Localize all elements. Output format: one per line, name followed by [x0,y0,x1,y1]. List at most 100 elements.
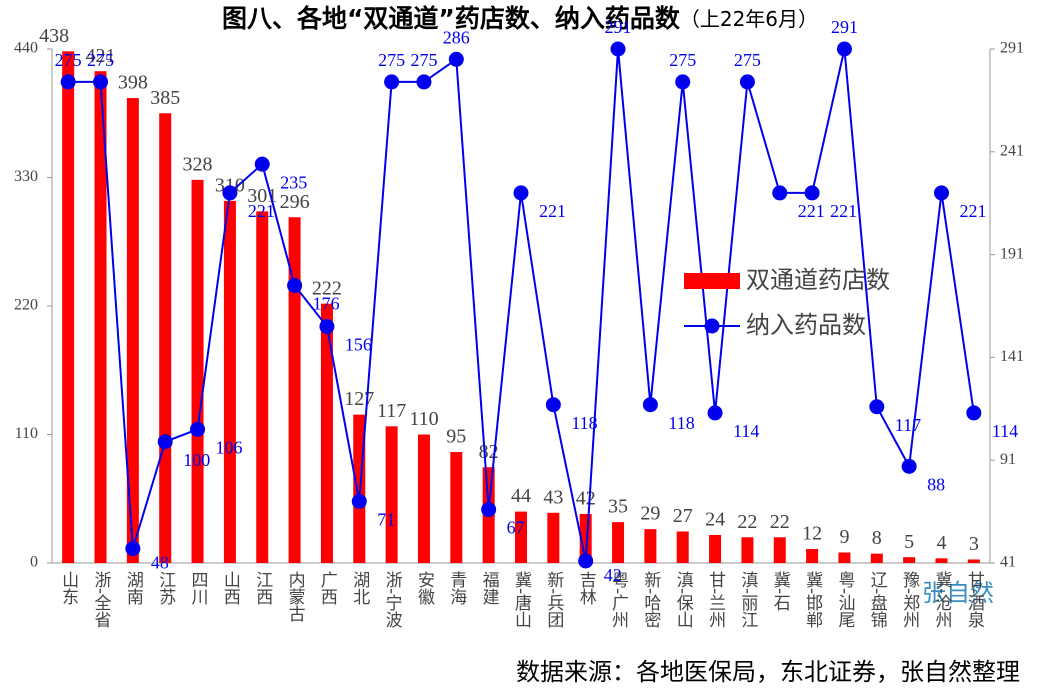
x-tick-label: 山西 [220,571,240,605]
x-tick-label: 甘-兰州 [705,571,726,628]
title-note: （上22年6月） [680,7,818,31]
y-tick-label: 110 [15,425,38,442]
title-main: 图八、各地“双通道”药店数、纳入药品数 [222,4,681,33]
chart-title: 图八、各地“双通道”药店数、纳入药品数（上22年6月） [222,4,818,33]
x-tick-label: 山东 [58,571,78,605]
y2-tick-label: 241 [1000,142,1024,159]
line-value-label: 156 [345,335,372,355]
line-value-label: 275 [410,50,437,70]
x-tick-label: 四川 [188,571,209,605]
line-value-label: 291 [831,17,858,37]
line-point [190,421,206,437]
bar-value-label: 328 [183,153,213,175]
bar [806,548,819,563]
legend-swatch [684,273,740,289]
bar-value-label: 12 [802,523,822,545]
bar [547,512,560,563]
line-point [287,277,303,293]
x-tick-label: 江西 [252,571,273,605]
bar [288,217,301,563]
bar-value-label: 22 [737,511,757,533]
line-point [707,405,723,421]
y2-tick-label: 291 [1000,40,1024,57]
line-value-label: 275 [378,50,405,70]
bar-value-label: 222 [312,277,342,299]
bar [676,531,689,563]
bar [903,557,916,563]
line-point [772,185,788,201]
line-point [869,399,885,415]
line-value-label: 275 [734,50,761,70]
bar [612,522,625,563]
line-value-label: 48 [151,553,169,573]
x-tick-label: 广西 [317,571,338,605]
line-value-label: 221 [959,201,986,221]
line-point [351,493,367,509]
x-tick-label: 冀-邯郸 [802,571,823,628]
x-tick-label: 内蒙古 [285,571,306,622]
x-tick-label: 滇-保山 [673,571,694,628]
x-tick-label: 湖北 [349,571,370,605]
line-point [125,541,141,557]
line-point [481,502,497,518]
x-tick-label: 滇-丽江 [737,571,758,628]
bar-value-label: 8 [872,527,882,549]
line-point [60,74,76,90]
bar-value-label: 22 [770,511,790,533]
line-point [675,74,691,90]
bar-value-label: 421 [86,45,116,67]
line-value-label: 118 [668,413,694,433]
line-point [222,185,238,201]
bar-value-label: 4 [936,532,946,554]
x-tick-label: 甘-酒泉 [964,571,985,628]
bar [159,113,172,563]
bar-value-label: 296 [280,191,310,213]
bar [773,537,786,563]
bar-value-label: 385 [150,87,180,109]
bar [191,179,204,563]
line-point [254,156,270,172]
x-tick-label: 浙-全省 [91,571,112,628]
line-point [157,434,173,450]
bar-value-label: 110 [409,408,438,430]
line-point [578,553,594,569]
x-tick-label: 福建 [479,571,500,605]
line-point [739,74,755,90]
x-tick-label: 冀-唐山 [511,571,532,628]
bar-value-label: 43 [543,486,563,508]
line-point [93,74,109,90]
bar [94,71,107,563]
y-tick-label: 0 [30,554,38,571]
x-tick-label: 新-兵团 [543,571,564,628]
line-point [836,41,852,57]
y2-tick-label: 191 [1000,245,1024,262]
bar-value-label: 95 [446,426,466,448]
bar [450,452,463,563]
bar-value-label: 127 [344,388,374,410]
bar-value-label: 35 [608,496,628,518]
line-point [384,74,400,90]
bar-value-label: 117 [377,400,406,422]
bar [256,211,269,564]
x-tick-label: 冀-沧州 [931,571,952,628]
line-point [933,185,949,201]
x-tick-label: 豫-郑州 [899,571,920,628]
legend-label: 双通道药店数 [746,266,890,294]
line-value-label: 275 [669,50,696,70]
y-tick-label: 440 [14,40,38,57]
line-point [416,74,432,90]
line-value-label: 291 [605,17,632,37]
bar [62,51,75,563]
line-value-label: 114 [733,421,759,441]
bar-value-label: 27 [673,505,693,527]
bar [223,200,236,563]
x-tick-label: 粤-汕尾 [834,571,855,628]
bar [935,558,948,563]
line-value-label: 42 [604,565,622,585]
y-tick-label: 330 [14,168,38,185]
legend-label: 纳入药品数 [746,311,866,339]
line-value-label: 88 [927,474,945,494]
line-value-label: 176 [313,294,340,314]
bar-value-label: 398 [118,72,148,94]
